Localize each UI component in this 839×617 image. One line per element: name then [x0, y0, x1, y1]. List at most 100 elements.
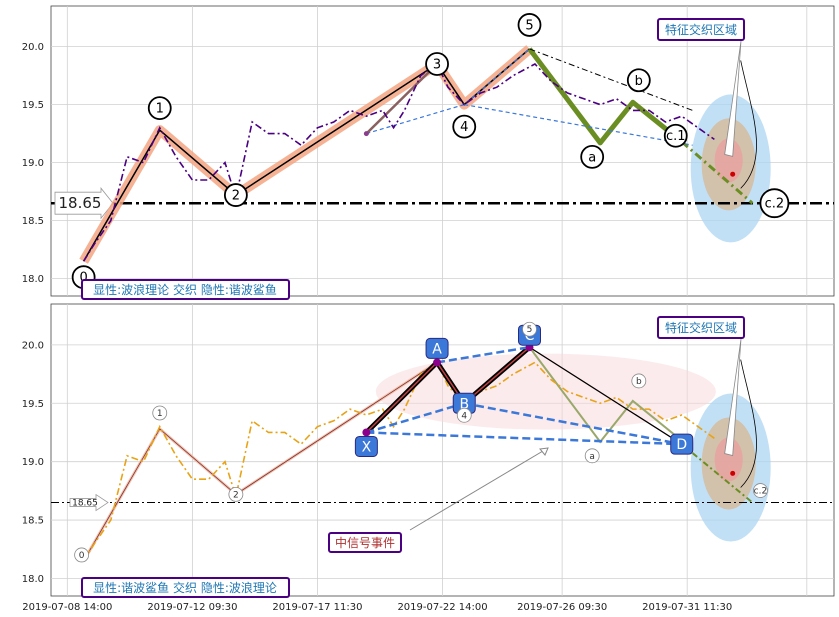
wave-label: b	[636, 377, 642, 387]
wave-marker	[74, 547, 90, 563]
title-label: 显性:谐波鲨鱼 交织 隐性:波浪理论	[93, 580, 277, 595]
wave-marker	[152, 405, 168, 421]
level-label: 18.65	[72, 499, 98, 509]
wave-label: c.2	[765, 197, 785, 212]
y-tick-label: 19.0	[22, 457, 44, 468]
correction-projection	[680, 140, 754, 205]
wave-label: 4	[461, 411, 467, 421]
feature-box	[657, 18, 745, 41]
y-tick-label: 19.0	[22, 158, 44, 169]
wave-marker	[580, 144, 605, 169]
y-tick-label: 18.5	[22, 216, 44, 227]
correction-projection	[681, 443, 754, 504]
hint-arc	[740, 359, 757, 488]
wave-label: 5	[525, 18, 533, 33]
wave-label: 1	[157, 409, 163, 419]
x-tick-label: 2019-07-12 09:30	[147, 602, 237, 613]
level-arrow	[54, 187, 114, 220]
wave-marker	[663, 123, 688, 148]
wave-label: 2	[232, 189, 240, 204]
panel-bottom: 18.018.519.019.520.018.65XABCD01245abc.2…	[22, 303, 835, 613]
wave-label: a	[588, 150, 596, 165]
feature-arrow	[724, 338, 742, 457]
y-tick-label: 18.0	[22, 574, 44, 585]
harmonic-xb	[366, 402, 465, 434]
harmonic-xd	[366, 431, 682, 446]
wave-label: 3	[433, 58, 441, 73]
hidden-harmonic-2	[464, 104, 693, 146]
wave-label: 1	[156, 102, 164, 117]
harmonic-label: A	[432, 341, 442, 357]
wave-marker	[147, 96, 172, 121]
wave-label: 5	[527, 325, 533, 335]
hint-arc	[740, 60, 757, 189]
y-tick-label: 19.5	[22, 100, 44, 111]
harmonic-leg-inner	[365, 346, 530, 434]
wave-marker	[223, 183, 248, 207]
wave-marker	[452, 114, 477, 139]
price-line	[82, 62, 715, 262]
feature-arrow	[724, 40, 742, 157]
wave-label: a	[589, 452, 595, 462]
harmonic-highlight	[375, 353, 716, 430]
wave-marker	[456, 407, 472, 423]
x-tick-label: 2019-07-31 11:30	[642, 602, 732, 613]
level-label: 18.65	[59, 194, 102, 212]
pivot-dot	[363, 131, 369, 137]
target-dot	[730, 171, 736, 177]
hidden-harmonic-xa	[365, 63, 438, 135]
harmonic-marker	[425, 337, 449, 359]
correction-line	[528, 346, 683, 444]
signal-arrow-head	[539, 447, 549, 456]
x-tick-label: 2019-07-26 09:30	[517, 602, 607, 613]
target-dot	[730, 470, 736, 476]
wave-marker	[517, 13, 542, 37]
wave-marker	[425, 52, 449, 76]
harmonic-marker	[670, 433, 694, 455]
feature-label: 特征交织区域	[665, 320, 737, 335]
wave-marker	[228, 486, 244, 502]
harmonic-dot	[362, 428, 371, 437]
feature-box	[657, 316, 745, 339]
target-zone-inner	[714, 437, 743, 482]
y-tick-label: 19.5	[22, 399, 44, 410]
wave-label: 0	[79, 271, 87, 286]
y-tick-label: 20.0	[22, 42, 44, 53]
wave-label: 0	[79, 551, 85, 561]
price-line	[82, 361, 715, 562]
harmonic-marker	[354, 435, 378, 457]
signal-box	[328, 532, 402, 553]
wave-marker	[753, 483, 768, 498]
x-tick-label: 2019-07-17 11:30	[272, 602, 362, 613]
signal-arrow	[409, 447, 549, 531]
harmonic-bd	[464, 402, 682, 446]
signal-label: 中信号事件	[335, 535, 395, 550]
harmonic-ac	[436, 345, 530, 364]
harmonic-label: X	[362, 439, 372, 455]
panel-top: 18.0 18.5 19.0 19.5 20.0 18.65 0 1 2 3 4 5 a b c.1 c.2 特…	[22, 5, 835, 300]
wave-marker	[626, 68, 651, 93]
harmonic-label: D	[676, 437, 687, 453]
wave-marker	[631, 373, 647, 389]
x-tick-label: 2019-07-22 14:00	[397, 602, 487, 613]
wave-marker	[584, 448, 600, 464]
target-zone-inner	[714, 138, 743, 183]
feature-label: 特征交织区域	[665, 22, 737, 37]
wave-marker	[522, 321, 537, 337]
title-box	[81, 577, 290, 598]
y-tick-label: 18.5	[22, 516, 44, 527]
title-box	[81, 279, 290, 300]
level-arrow	[69, 493, 109, 512]
wave-label: b	[635, 74, 643, 89]
y-tick-label: 20.0	[22, 340, 44, 351]
y-tick-label: 18.0	[22, 274, 44, 285]
title-label: 显性:波浪理论 交织 隐性:谐波鲨鱼	[93, 282, 277, 297]
wave-label: c.2	[754, 487, 768, 497]
x-tick-label: 2019-07-08 14:00	[22, 602, 112, 613]
harmonic-label: B	[459, 396, 469, 412]
hidden-harmonic-3	[529, 48, 693, 111]
wave-line	[82, 48, 530, 262]
harmonic-dot	[433, 358, 442, 367]
harmonic-cd	[529, 346, 683, 445]
